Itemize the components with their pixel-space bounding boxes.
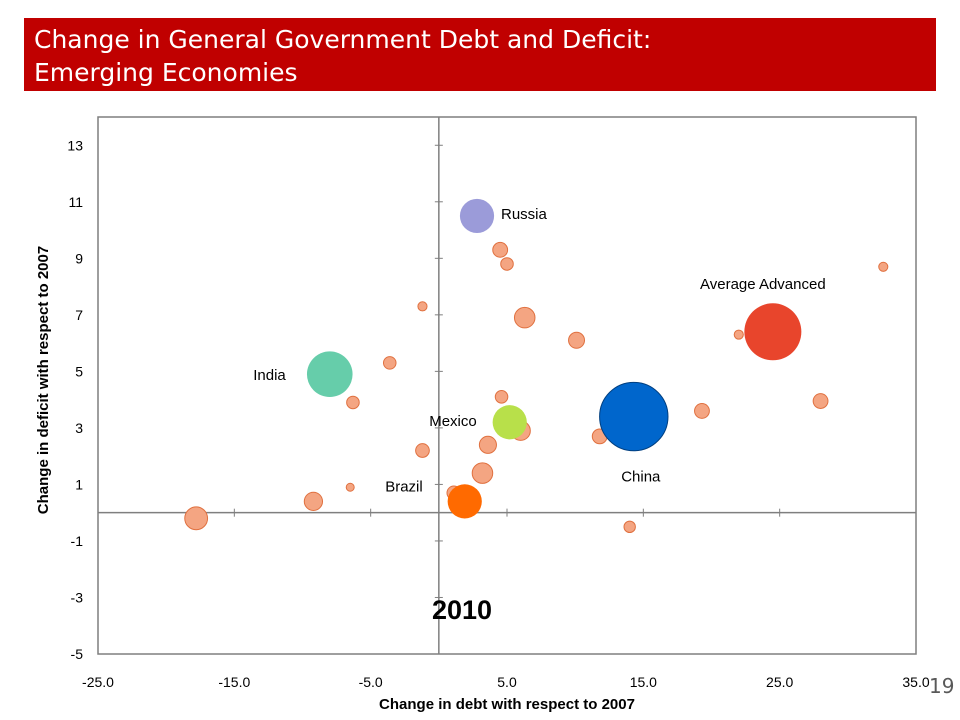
- x-axis-title: Change in debt with respect to 2007: [379, 696, 635, 713]
- y-tick-label: 7: [75, 307, 83, 323]
- data-point: [471, 462, 494, 484]
- title-bar: Change in General Government Debt and De…: [24, 18, 936, 91]
- data-point: [478, 435, 497, 454]
- data-point: [492, 241, 509, 258]
- page-number: 19: [929, 674, 955, 698]
- page-title: Change in General Government Debt and De…: [34, 23, 926, 89]
- x-tick-label: 5.0: [497, 674, 517, 690]
- y-tick-label: -1: [71, 533, 84, 549]
- data-point: [303, 491, 324, 511]
- bubble-average-advanced: [744, 303, 802, 361]
- y-tick-label: 11: [68, 194, 83, 210]
- data-point: [878, 261, 889, 272]
- data-point: [346, 395, 360, 410]
- bubble-brazil: [447, 484, 482, 519]
- point-label-china: China: [621, 469, 661, 486]
- y-axis-title: Change in deficit with respect to 2007: [35, 246, 52, 514]
- year-annotation: 2010: [432, 595, 492, 625]
- data-point: [733, 329, 744, 340]
- data-point: [417, 301, 428, 312]
- data-point: [184, 506, 209, 531]
- bubble-china: [599, 381, 669, 452]
- data-point: [812, 393, 829, 409]
- data-point: [694, 403, 710, 419]
- point-label-average-advanced: Average Advanced: [700, 276, 826, 293]
- y-tick-label: -3: [71, 589, 84, 605]
- data-point: [568, 331, 586, 349]
- point-label-russia: Russia: [501, 206, 548, 223]
- y-tick-label: 1: [75, 476, 83, 492]
- data-point: [415, 443, 430, 458]
- y-tick-label: 5: [75, 363, 83, 379]
- y-tick-label: -5: [71, 646, 84, 662]
- x-tick-label: -5.0: [359, 674, 383, 690]
- bubble-mexico: [492, 405, 527, 440]
- point-label-india: India: [253, 367, 286, 384]
- plot-area: [97, 116, 917, 655]
- y-tick-label: 9: [75, 250, 83, 266]
- point-label-brazil: Brazil: [385, 478, 423, 495]
- y-tick-label: 3: [75, 420, 83, 436]
- x-tick-label: 35.0: [902, 674, 929, 690]
- data-point: [500, 257, 514, 271]
- x-tick-label: -25.0: [82, 674, 114, 690]
- title-line-2: Emerging Economies: [34, 58, 298, 87]
- point-label-mexico: Mexico: [429, 413, 477, 430]
- bubble-india: [306, 351, 353, 397]
- data-point: [513, 306, 536, 329]
- y-tick-label: 13: [67, 137, 83, 153]
- data-point: [345, 482, 355, 492]
- bubble-russia: [459, 198, 495, 234]
- x-tick-label: 15.0: [630, 674, 657, 690]
- data-point: [382, 356, 397, 370]
- x-tick-label: 25.0: [766, 674, 793, 690]
- title-line-1: Change in General Government Debt and De…: [34, 25, 652, 54]
- data-point: [623, 520, 636, 534]
- x-tick-label: -15.0: [218, 674, 250, 690]
- data-point: [494, 390, 509, 404]
